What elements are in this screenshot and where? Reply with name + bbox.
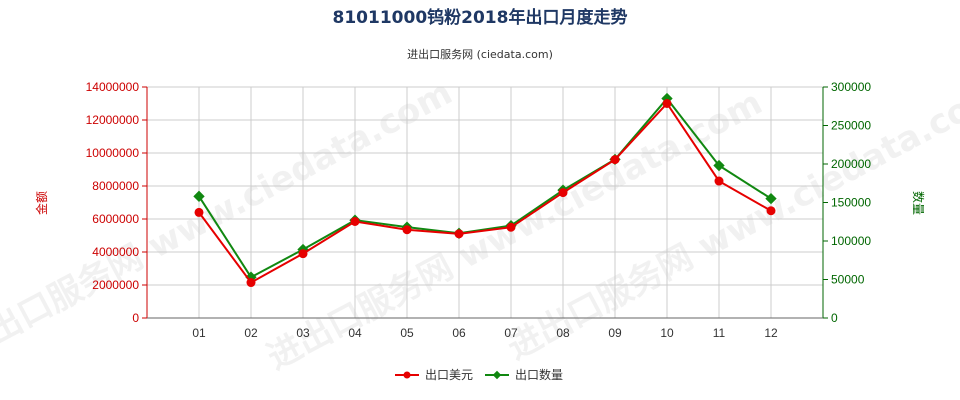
x-tick-label: 04 (348, 326, 362, 340)
x-tick-label: 02 (244, 326, 258, 340)
series-point (610, 155, 620, 165)
x-tick-label: 05 (400, 326, 414, 340)
chart-title: 81011000钨粉2018年出口月度走势 (333, 7, 628, 28)
right-tick-label: 200000 (831, 157, 871, 171)
left-axis-ticks: 0 2000000 4000000 6000000 8000000 10000000 120… (86, 80, 147, 325)
series-point (713, 159, 725, 172)
series-point (194, 207, 204, 217)
x-tick-label: 01 (192, 326, 206, 340)
legend-swatch-marker (492, 370, 502, 380)
legend-item: 出口美元 (395, 368, 473, 382)
x-tick-label: 06 (452, 326, 466, 340)
right-tick-label: 100000 (831, 234, 871, 248)
legend-swatch-marker (403, 371, 411, 379)
left-tick-label: 14000000 (86, 80, 140, 94)
left-axis-label: 金额 (34, 191, 49, 215)
series-layer (193, 92, 777, 288)
legend-item: 出口数量 (485, 367, 563, 382)
x-tick-label: 07 (504, 326, 518, 340)
series-point (402, 225, 412, 235)
x-tick-label: 09 (608, 326, 622, 340)
x-tick-label: 12 (764, 326, 778, 340)
right-axis-ticks: 0 50000 100000 150000 200000 250000 300000 (823, 80, 871, 325)
left-tick-label: 0 (132, 311, 139, 325)
x-tick-label: 11 (713, 326, 726, 340)
x-tick-label: 08 (556, 326, 570, 340)
series-point (765, 192, 777, 205)
x-tick-label: 10 (660, 326, 674, 340)
chart-subtitle: 进出口服务网 (ciedata.com) (407, 47, 553, 61)
legend: 出口美元 出口数量 (395, 367, 563, 382)
watermark-text: 进出口服务网 www.ciedata.com (0, 73, 459, 368)
left-tick-label: 8000000 (92, 179, 139, 193)
right-tick-label: 0 (831, 311, 838, 325)
right-tick-label: 250000 (831, 119, 871, 133)
series-point (454, 229, 464, 239)
x-tick-label: 03 (296, 326, 310, 340)
series-point (558, 188, 568, 198)
series-point (193, 190, 205, 202)
right-tick-label: 300000 (831, 80, 871, 94)
left-tick-label: 6000000 (92, 212, 139, 226)
grid (146, 86, 824, 319)
right-tick-label: 50000 (831, 273, 865, 287)
x-axis-ticks: 01 02 03 04 05 06 07 08 09 10 11 12 (192, 326, 778, 340)
series-point (714, 176, 724, 186)
series-line (198, 97, 772, 279)
left-tick-label: 4000000 (92, 245, 139, 259)
right-tick-label: 150000 (831, 196, 871, 210)
series-point (298, 249, 308, 259)
series-point (350, 216, 360, 226)
series-point (766, 206, 776, 216)
series-point (506, 222, 516, 232)
left-tick-label: 10000000 (86, 146, 140, 160)
right-axis-label: 数量 (911, 191, 926, 215)
series-line (198, 101, 772, 284)
series-point (662, 99, 672, 108)
legend-label: 出口数量 (515, 367, 563, 382)
legend-label: 出口美元 (425, 368, 473, 382)
left-tick-label: 2000000 (92, 278, 139, 292)
series-point (246, 278, 256, 288)
left-tick-label: 12000000 (86, 113, 140, 127)
